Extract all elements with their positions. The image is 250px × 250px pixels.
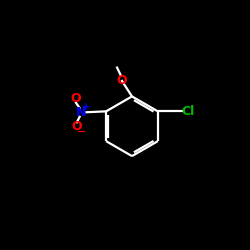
Text: −: −: [77, 127, 86, 137]
Text: O: O: [116, 74, 127, 86]
Text: N: N: [76, 106, 86, 119]
Text: O: O: [70, 92, 81, 105]
Text: O: O: [71, 120, 82, 133]
Text: +: +: [82, 102, 90, 112]
Text: Cl: Cl: [181, 105, 194, 118]
